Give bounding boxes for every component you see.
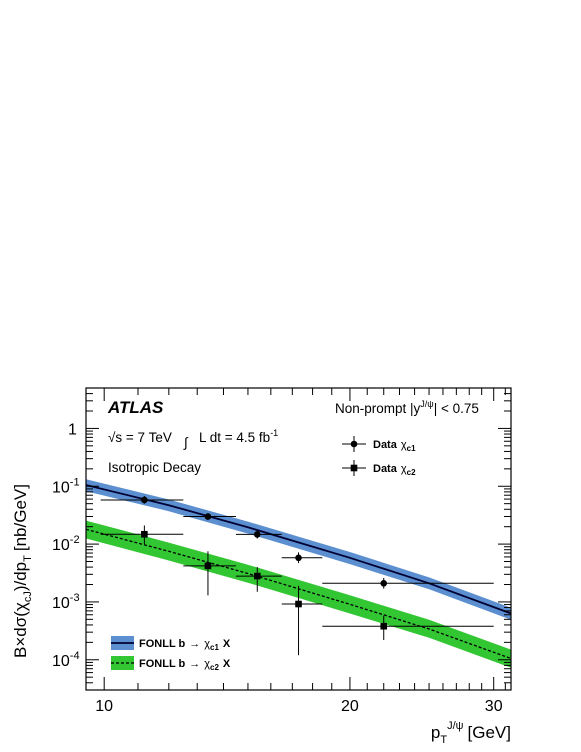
- series-1-point-3-marker: [253, 531, 261, 538]
- legend-c2-marker: [350, 464, 358, 472]
- legend-c1-label: Data χc1: [373, 439, 416, 453]
- y-tick-label-3: 10-2: [52, 534, 80, 554]
- plot-frame: [85, 387, 512, 691]
- y-axis-ticks: 10-410-310-210-11: [52, 387, 511, 691]
- band-1-central-line: [85, 484, 512, 615]
- y-tick-label-exponent: -1: [70, 476, 80, 488]
- x-axis-title: pTJ/ψ [GeV]: [431, 720, 511, 746]
- series-2-point-1-marker: [141, 530, 148, 538]
- data-points: [100, 495, 494, 656]
- series-2-point-5-marker: [380, 622, 388, 630]
- band-1-area: [86, 479, 511, 620]
- legend-band-c2-label: FONLL b → χc2 X: [139, 658, 231, 672]
- y-tick-label-exponent: -4: [70, 650, 80, 662]
- y-tick-label-2: 10-3: [52, 592, 80, 612]
- legend-data: Data χc1 Data χc2: [342, 436, 416, 477]
- y-tick-label-5: 1: [68, 421, 77, 438]
- x-tick-label-20: 20: [341, 698, 359, 715]
- selection-label: Non-prompt |yJ/ψ| < 0.75: [335, 399, 479, 416]
- y-tick-label-exponent: -3: [70, 592, 80, 604]
- sqrt-s-label: √s = 7 TeV: [108, 430, 172, 445]
- atlas-label: ATLAS: [107, 398, 164, 417]
- series-1-point-1-marker: [141, 496, 148, 504]
- series-2-point-4-marker: [295, 600, 302, 608]
- luminosity-label: L dt = 4.5 fb-1: [199, 428, 278, 445]
- y-tick-label-base: 10: [52, 479, 70, 496]
- y-tick-label-base: 10: [52, 595, 70, 612]
- legend-c2-label: Data χc2: [373, 463, 416, 477]
- series-2-point-2-marker: [204, 562, 212, 570]
- y-axis-title: B×dσ(χcJ)/dpT[nb/GeV]: [11, 484, 34, 658]
- y-tick-label-base: 10: [52, 537, 70, 554]
- y-tick-label-4: 10-1: [52, 476, 80, 496]
- series-1-point-5-marker: [380, 579, 388, 587]
- legend-bands: FONLL b → χc1 X FONLL b → χc2 X: [111, 636, 231, 672]
- legend-c1-marker: [350, 440, 358, 448]
- x-tick-label-30: 30: [485, 698, 503, 715]
- series-1-point-4-marker: [295, 554, 302, 562]
- x-axis-ticks: 10 20 30: [95, 388, 506, 715]
- series-1-point-2-marker: [204, 513, 212, 520]
- decay-label: Isotropic Decay: [108, 460, 201, 475]
- y-tick-label-base: 10: [52, 653, 70, 670]
- series-2-point-3-marker: [253, 572, 261, 580]
- integral-symbol: ∫: [183, 435, 189, 450]
- y-tick-label-exponent: -2: [70, 534, 80, 546]
- y-tick-label-base: 1: [68, 421, 77, 438]
- y-tick-label-1: 10-4: [52, 650, 80, 670]
- legend-band-c1-label: FONLL b → χc1 X: [139, 638, 231, 652]
- x-tick-label-10: 10: [95, 698, 113, 715]
